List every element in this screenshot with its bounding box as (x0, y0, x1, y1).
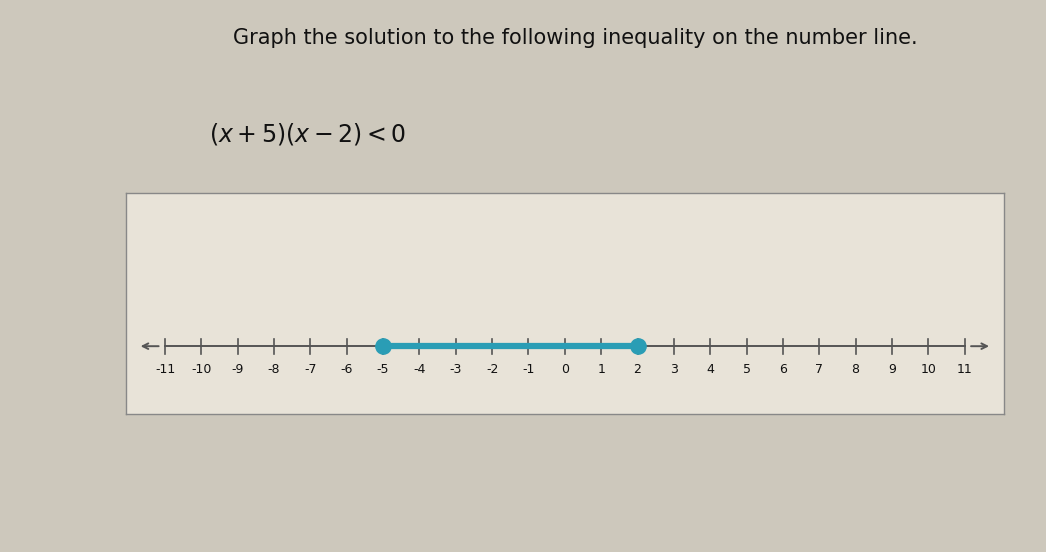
Text: 8: 8 (851, 363, 860, 376)
Text: -5: -5 (377, 363, 389, 376)
Text: 2: 2 (634, 363, 641, 376)
Text: $(x+5)(x-2)<0$: $(x+5)(x-2)<0$ (209, 121, 407, 147)
Text: 9: 9 (888, 363, 895, 376)
Text: Graph the solution to the following inequality on the number line.: Graph the solution to the following ineq… (233, 28, 917, 47)
Text: -10: -10 (191, 363, 211, 376)
Text: 7: 7 (815, 363, 823, 376)
Text: -8: -8 (268, 363, 280, 376)
Text: -1: -1 (522, 363, 535, 376)
Text: -2: -2 (486, 363, 498, 376)
Text: -4: -4 (413, 363, 426, 376)
Text: 10: 10 (920, 363, 936, 376)
Text: -9: -9 (231, 363, 244, 376)
Text: 4: 4 (706, 363, 714, 376)
Text: -3: -3 (450, 363, 462, 376)
Text: 1: 1 (597, 363, 606, 376)
Text: 5: 5 (743, 363, 751, 376)
Text: -11: -11 (155, 363, 175, 376)
Text: -6: -6 (341, 363, 353, 376)
Text: 6: 6 (779, 363, 787, 376)
Text: 3: 3 (669, 363, 678, 376)
Text: 11: 11 (957, 363, 973, 376)
Text: 0: 0 (561, 363, 569, 376)
Text: -7: -7 (304, 363, 317, 376)
